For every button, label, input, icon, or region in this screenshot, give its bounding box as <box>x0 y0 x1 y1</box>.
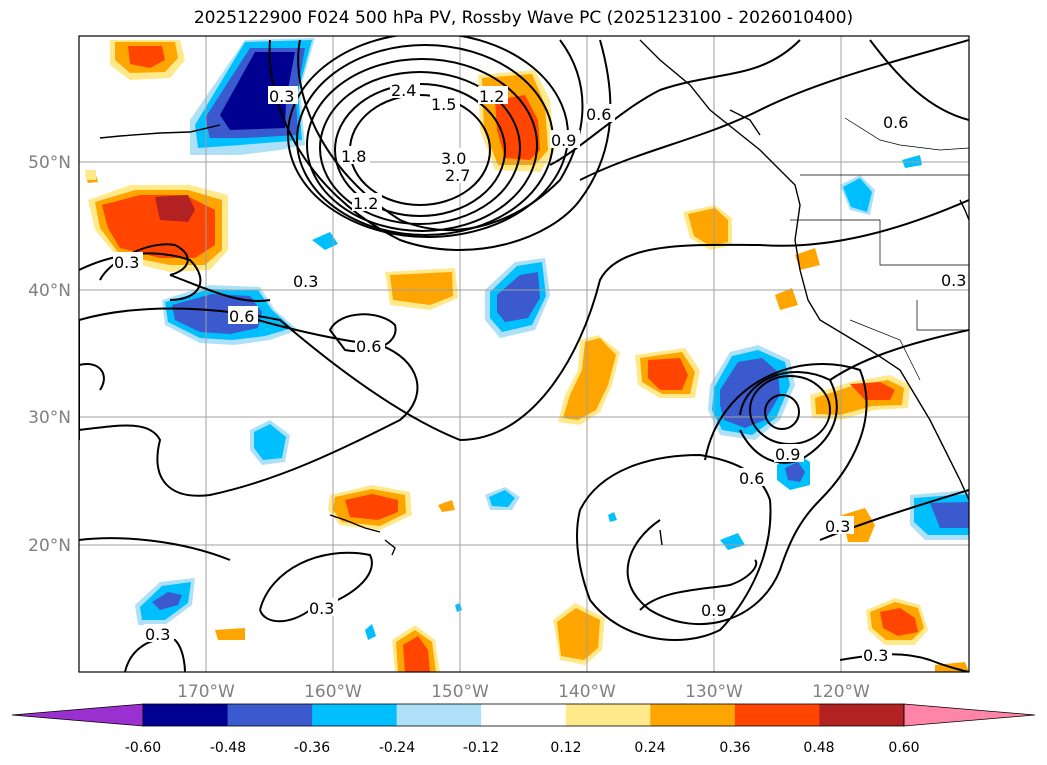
colorbar-segment <box>481 704 567 726</box>
contour-label: 0.3 <box>825 517 850 536</box>
map-frame <box>78 35 970 673</box>
gridlines <box>79 36 969 672</box>
colorbar-tick-label: -0.36 <box>294 740 330 756</box>
contour-label: 2.4 <box>391 81 416 100</box>
contour-label: 0.3 <box>309 599 334 618</box>
contour-label: 0.9 <box>775 445 800 464</box>
colorbar-segment <box>143 704 229 726</box>
lat-label: 20°N <box>28 536 71 556</box>
colorbar: -0.60 -0.48 -0.36 -0.24 -0.12 0.12 0.24 … <box>11 703 1036 756</box>
colorbar-tick-label: 0.12 <box>550 740 581 756</box>
contour-label: 3.0 <box>441 149 466 168</box>
colorbar-segment <box>227 704 313 726</box>
contour-label: 2.7 <box>445 166 470 185</box>
colorbar-tick-label: -0.48 <box>210 740 246 756</box>
colorbar-segment <box>565 704 651 726</box>
lon-label: 150°W <box>431 682 489 702</box>
colorbar-tick-label: -0.24 <box>379 740 415 756</box>
lat-axis: 50°N 40°N 30°N 20°N <box>28 153 71 556</box>
lon-label: 170°W <box>177 682 235 702</box>
lat-label: 40°N <box>28 281 71 301</box>
colorbar-tick-label: -0.12 <box>463 740 499 756</box>
contour-label: 0.6 <box>883 113 908 132</box>
contour-label: 0.6 <box>356 337 381 356</box>
lat-label: 50°N <box>28 153 71 173</box>
colorbar-segment <box>650 704 736 726</box>
contour-label: 1.2 <box>353 194 378 213</box>
contour-label: 1.8 <box>341 147 366 166</box>
colorbar-segments <box>11 703 1036 727</box>
colorbar-extend-max <box>903 703 1036 727</box>
colorbar-tick-label: -0.60 <box>125 740 161 756</box>
contour-label: 0.3 <box>145 625 170 644</box>
contour-label: 0.3 <box>293 272 318 291</box>
lon-label: 130°W <box>685 682 743 702</box>
colorbar-tick-label: 0.60 <box>888 740 919 756</box>
lat-label: 30°N <box>28 408 71 428</box>
colorbar-segment <box>734 704 820 726</box>
lon-label: 140°W <box>558 682 616 702</box>
colorbar-ticks: -0.60 -0.48 -0.36 -0.24 -0.12 0.12 0.24 … <box>125 740 920 756</box>
shaded-anomalies <box>85 38 969 672</box>
colorbar-tick-label: 0.24 <box>634 740 665 756</box>
contour-label: 0.9 <box>701 601 726 620</box>
colorbar-outline <box>142 703 905 727</box>
contour-label: 0.9 <box>551 131 576 150</box>
contour-label: 0.6 <box>586 105 611 124</box>
contour-label: 0.3 <box>269 87 294 106</box>
colorbar-tick-label: 0.36 <box>719 740 750 756</box>
contour-label: 0.3 <box>941 271 966 290</box>
colorbar-segment <box>396 704 482 726</box>
contour-label: 0.6 <box>739 469 764 488</box>
colorbar-segment <box>819 704 905 726</box>
contour-label: 0.3 <box>114 253 139 272</box>
map-title: 2025122900 F024 500 hPa PV, Rossby Wave … <box>193 8 854 28</box>
contour-label: 1.5 <box>431 95 456 114</box>
colorbar-segment <box>312 704 398 726</box>
contour-label: 0.3 <box>863 646 888 665</box>
colorbar-extend-min <box>11 703 144 727</box>
lon-axis: 170°W 160°W 150°W 140°W 130°W 120°W <box>177 682 870 702</box>
colorbar-tick-label: 0.48 <box>803 740 834 756</box>
lon-label: 160°W <box>304 682 362 702</box>
borders <box>790 117 969 381</box>
contour-labels: 0.3 0.6 0.3 0.6 0.3 1.2 1.5 2.4 1.8 1.2 … <box>113 80 969 665</box>
contour-label: 0.6 <box>229 307 254 326</box>
contour-label: 1.2 <box>479 87 504 106</box>
lon-label: 120°W <box>812 682 870 702</box>
